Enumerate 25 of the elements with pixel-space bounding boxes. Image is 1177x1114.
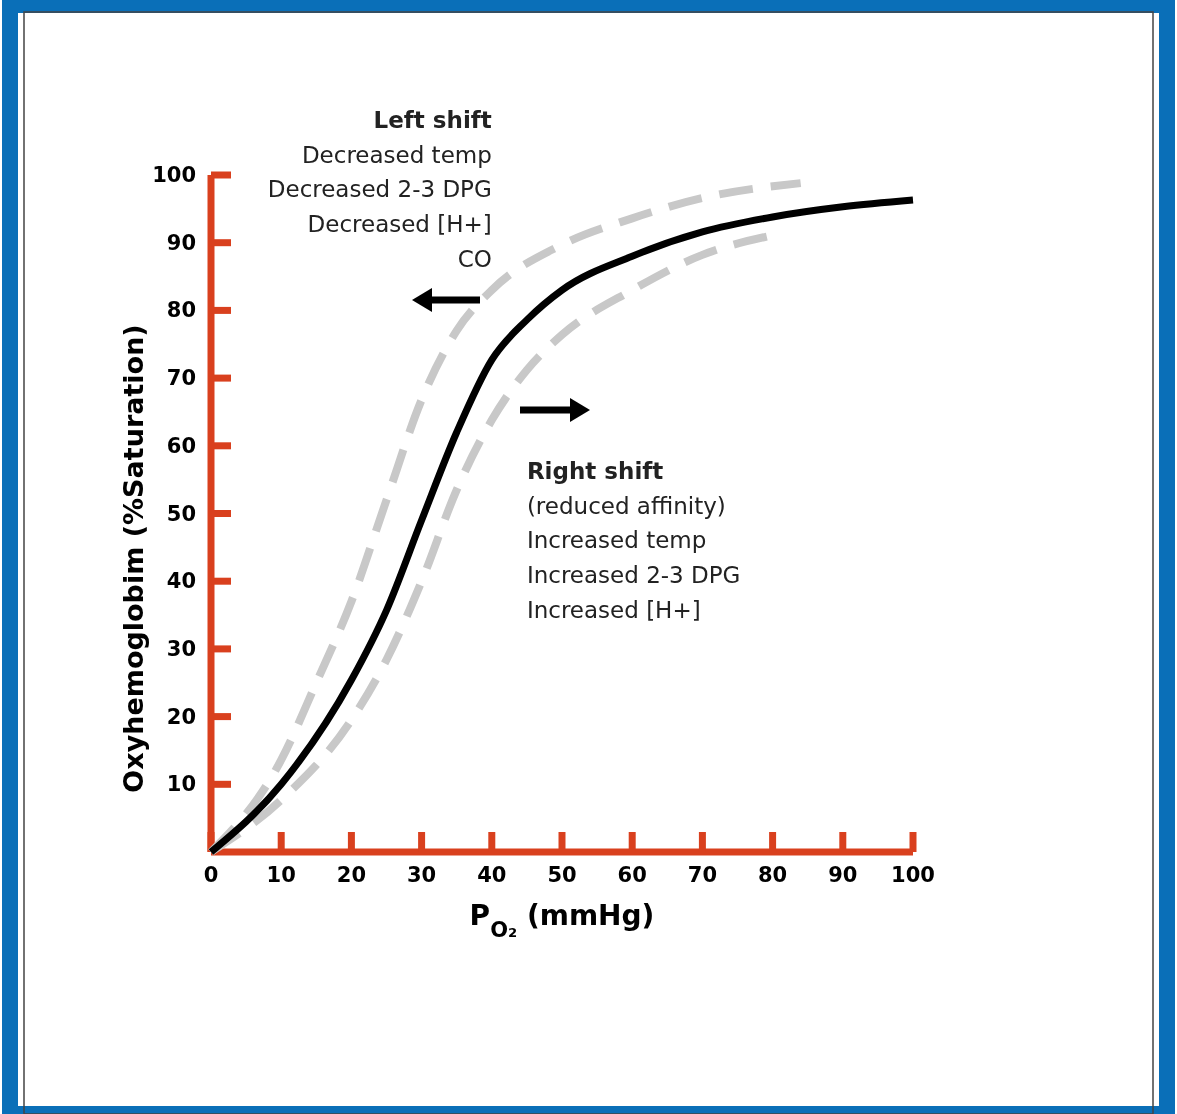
x-tick-label: 50 <box>547 863 577 887</box>
y-tick-label: 30 <box>166 636 196 661</box>
x-tick-label: 20 <box>336 863 367 887</box>
y-tick-label: 80 <box>166 298 196 323</box>
x-tick-label: 90 <box>828 863 858 887</box>
x-axis-title: P$_{O₂}$ (mmHg) <box>469 899 655 942</box>
annotation: Left shift Decreased temp Decreased 2-3 DPG Decreased [H+] CO <box>267 107 492 272</box>
y-axis-title: Oxyhemoglobim (%Saturation) <box>118 324 149 793</box>
y-tick-label: 100 <box>152 163 196 187</box>
y-tick-label: 20 <box>166 704 196 729</box>
y-tick-label: 40 <box>166 569 196 594</box>
y-tick-label: 10 <box>166 772 196 797</box>
x-tick-label: 70 <box>687 863 718 887</box>
x-tick-label: 40 <box>477 863 507 887</box>
x-tick-label: 0 <box>203 863 219 887</box>
x-tick-label: 30 <box>406 863 437 887</box>
y-tick-label: 90 <box>166 230 196 255</box>
y-tick-label: 70 <box>166 366 196 391</box>
x-tick-label: 60 <box>617 863 647 887</box>
x-tick-label: 100 <box>891 863 935 887</box>
x-tick-label: 10 <box>266 863 296 887</box>
y-tick-label: 60 <box>166 433 196 458</box>
x-tick-label: 80 <box>757 863 788 887</box>
y-tick-label: 50 <box>166 501 196 526</box>
annotation: Right shift (reduced affinity) Increased temp Increased 2-3 DPG Increased [H+] <box>526 458 741 623</box>
